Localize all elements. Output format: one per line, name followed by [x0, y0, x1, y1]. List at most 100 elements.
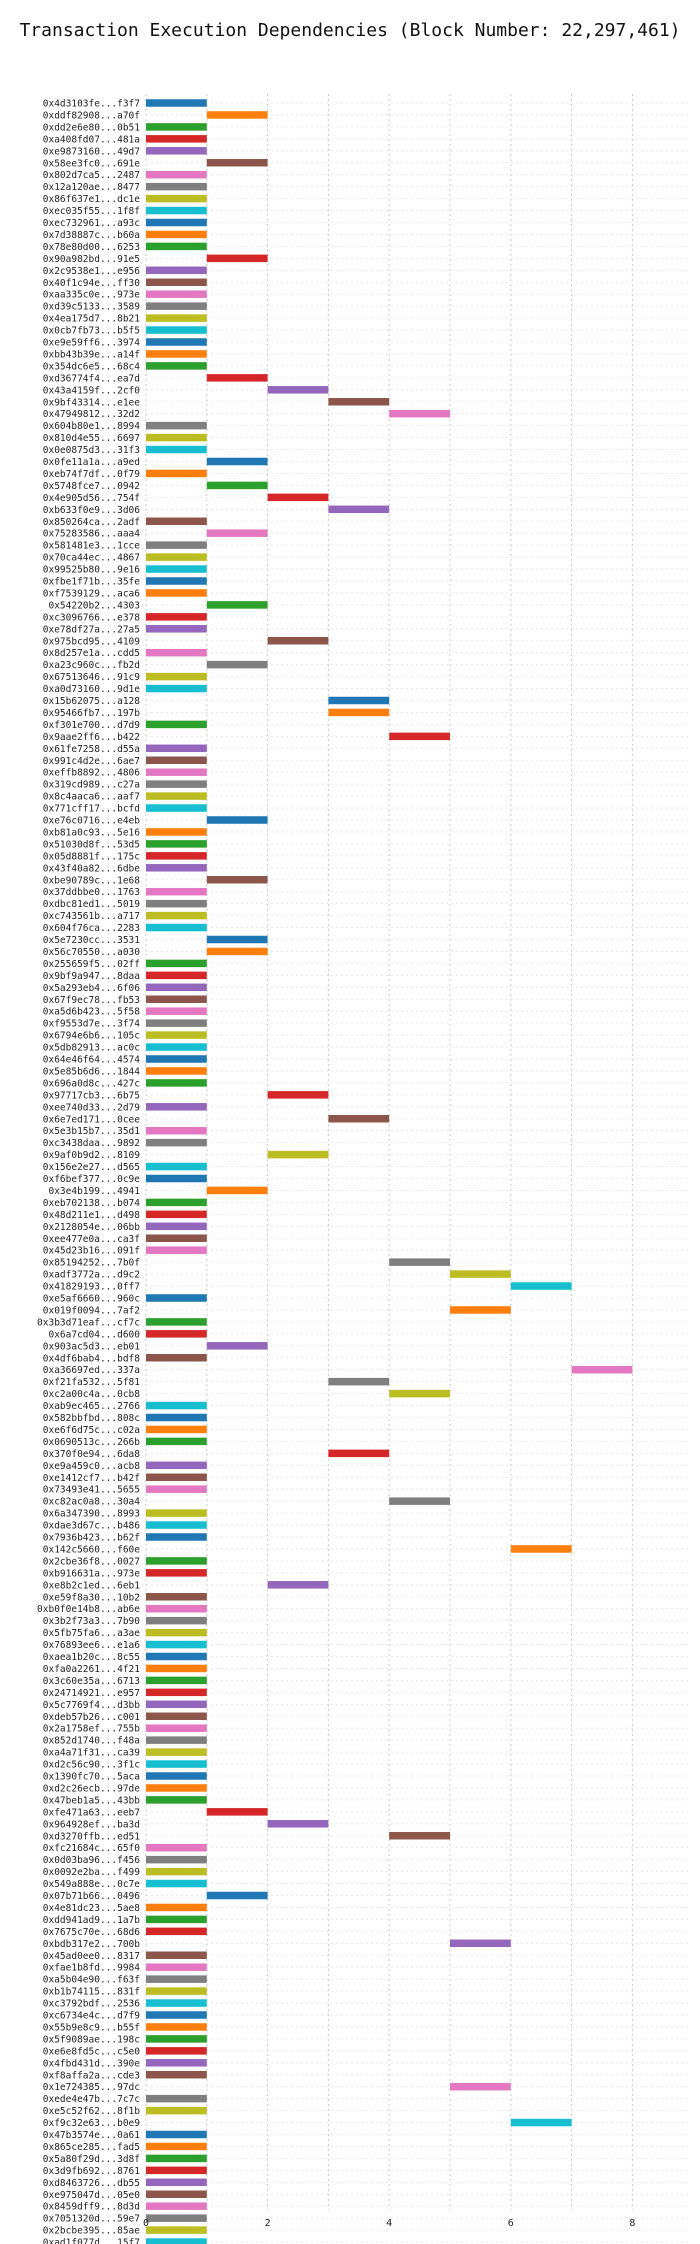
gantt-bar: [146, 1640, 207, 1649]
gantt-bar: [146, 433, 207, 442]
gantt-bar: [389, 1258, 450, 1266]
gantt-bar: [146, 2059, 207, 2067]
y-tick-label: 0x9bf43314...e1ee: [43, 397, 141, 408]
gantt-bar: [146, 1162, 207, 1171]
y-tick-label: 0x37ddbbe0...1763: [43, 887, 140, 898]
y-tick-label: 0x41829193...0ff7: [43, 1282, 140, 1293]
gantt-bar: [146, 1425, 207, 1434]
gantt-bar: [146, 1628, 207, 1637]
gantt-bar: [146, 123, 207, 131]
y-tick-label: 0xfbe1f71b...35fe: [43, 577, 141, 588]
y-tick-label: 0xee740d33...2d79: [43, 1102, 141, 1113]
y-tick-label: 0xa5d6b423...5f58: [43, 1007, 141, 1018]
gantt-bar: [146, 684, 207, 693]
y-tick-label: 0xdd941ad9...1a7b: [43, 1915, 141, 1926]
y-tick-label: 0x67513646...91c9: [43, 672, 141, 683]
gantt-bar: [206, 159, 268, 167]
gantt-bar: [146, 290, 207, 298]
y-tick-label: 0x7936b423...b62f: [43, 1533, 140, 1544]
gantt-bar: [389, 409, 450, 418]
gantt-bar: [146, 1975, 207, 1983]
gantt-bar: [146, 553, 207, 561]
y-tick-label: 0xab9ec465...2766: [43, 1401, 141, 1412]
gantt-bar: [146, 2047, 207, 2055]
y-tick-label: 0xeb74f7df...0f79: [43, 469, 141, 480]
gantt-bar: [146, 1855, 207, 1864]
gantt-bar: [206, 660, 268, 669]
gantt-bar: [510, 1282, 572, 1290]
y-tick-label: 0xa36697ed...337a: [43, 1365, 140, 1376]
gantt-bar: [146, 338, 207, 346]
y-tick-label: 0xdd2e6e80...0b51: [43, 122, 141, 133]
gantt-bar: [146, 780, 207, 788]
y-tick-label: 0x6794e6b6...105c: [43, 1031, 140, 1042]
y-tick-label: 0x75283586...aaa4: [43, 529, 141, 540]
y-tick-label: 0x15b62075...a128: [43, 696, 141, 707]
y-tick-label: 0x0fe11a1a...a9ed: [43, 457, 140, 468]
gantt-bar: [206, 254, 268, 263]
gantt-bar: [146, 1903, 207, 1912]
gantt-bar: [450, 1939, 511, 1948]
y-tick-label: 0xfe471a63...eeb7: [43, 1807, 140, 1818]
y-tick-label: 0x55b9e8c9...b55f: [43, 2022, 140, 2033]
gantt-bar: [146, 1676, 207, 1685]
gantt-bar: [146, 517, 207, 525]
chart-title: Transaction Execution Dependencies (Bloc…: [19, 20, 681, 41]
y-tick-label: 0x8d257e1a...cdd5: [43, 648, 140, 659]
gantt-bar: [146, 1772, 207, 1780]
y-tick-label: 0xa408fd07...481a: [43, 134, 140, 145]
y-tick-label: 0x1e724385...97dc: [43, 2082, 140, 2093]
y-tick-label: 0x58ee3fc0...691e: [43, 158, 141, 169]
y-tick-label: 0xe5af6660...960c: [43, 1294, 140, 1305]
y-tick-label: 0xbb43b39e...a14f: [43, 349, 140, 360]
gantt-bar: [146, 840, 207, 848]
y-tick-label: 0x3b2f73a3...7b90: [43, 1616, 141, 1627]
y-tick-label: 0x7051320d...59e7: [43, 2214, 140, 2225]
y-tick-label: 0x4fbd431d...390e: [43, 2058, 141, 2069]
y-tick-label: 0x255659f5...02ff: [43, 959, 140, 970]
y-tick-label: 0x05d8881f...175c: [43, 851, 140, 862]
y-tick-label: 0xf21fa532...5f81: [43, 1377, 141, 1388]
y-tick-label: 0xa23c960c...fb2d: [43, 660, 140, 671]
gantt-bar: [146, 2190, 207, 2198]
gantt-bar: [146, 1963, 207, 1971]
y-tick-label: 0x24714921...e957: [43, 1688, 140, 1699]
gantt-bar: [146, 804, 207, 812]
y-tick-label: 0x6a347390...8993: [43, 1509, 140, 1520]
y-tick-label: 0xdbc81ed1...5019: [43, 899, 141, 910]
y-tick-label: 0xe8b2c1ed...6eb1: [43, 1580, 141, 1591]
y-tick-label: 0x370f0e94...6da8: [43, 1449, 141, 1460]
gantt-bar: [206, 601, 268, 609]
y-tick-label: 0x6e7ed171...0cee: [43, 1114, 141, 1125]
gantt-bar: [146, 1318, 207, 1326]
y-tick-label: 0xa4a71f31...ca39: [43, 1748, 141, 1759]
gantt-bar: [146, 421, 207, 430]
y-tick-label: 0xd3270ffb...ed51: [43, 1831, 141, 1842]
y-tick-label: 0x581481e3...1cce: [43, 541, 141, 552]
y-tick-label: 0xf9553d7e...3f74: [43, 1019, 141, 1030]
y-tick-label: 0x0092e2ba...f499: [43, 1867, 141, 1878]
gantt-bar: [146, 1019, 207, 1027]
y-tick-label: 0x0e0875d3...31f3: [43, 445, 140, 456]
gantt-bar: [146, 1509, 207, 1517]
y-tick-label: 0x2a1758ef...755b: [43, 1724, 141, 1735]
y-tick-label: 0x67f9ec78...fb53: [43, 995, 140, 1006]
y-tick-label: 0x1390fc70...5aca: [43, 1772, 140, 1783]
gantt-bar: [328, 1377, 390, 1386]
y-tick-label: 0xd2c26ecb...97de: [43, 1783, 141, 1794]
y-tick-label: 0x964928ef...ba3d: [43, 1819, 140, 1830]
gantt-bar: [146, 1760, 207, 1768]
gantt-bar: [146, 625, 207, 633]
gantt-bar: [146, 1401, 207, 1410]
y-tick-label: 0x319cd989...c27a: [43, 780, 140, 791]
gantt-bar: [146, 99, 207, 107]
y-tick-label: 0xfa0a2261...4f21: [43, 1664, 141, 1675]
gantt-bar: [146, 648, 207, 657]
gantt-bar: [146, 1174, 207, 1183]
y-tick-label: 0xa5b04e90...f63f: [43, 1975, 140, 1986]
gantt-bar: [328, 708, 390, 717]
y-tick-label: 0x45d23b16...091f: [43, 1246, 140, 1257]
y-tick-label: 0x4d3103fe...f3f7: [43, 99, 140, 110]
y-tick-label: 0x97717cb3...6b75: [43, 1090, 140, 1101]
